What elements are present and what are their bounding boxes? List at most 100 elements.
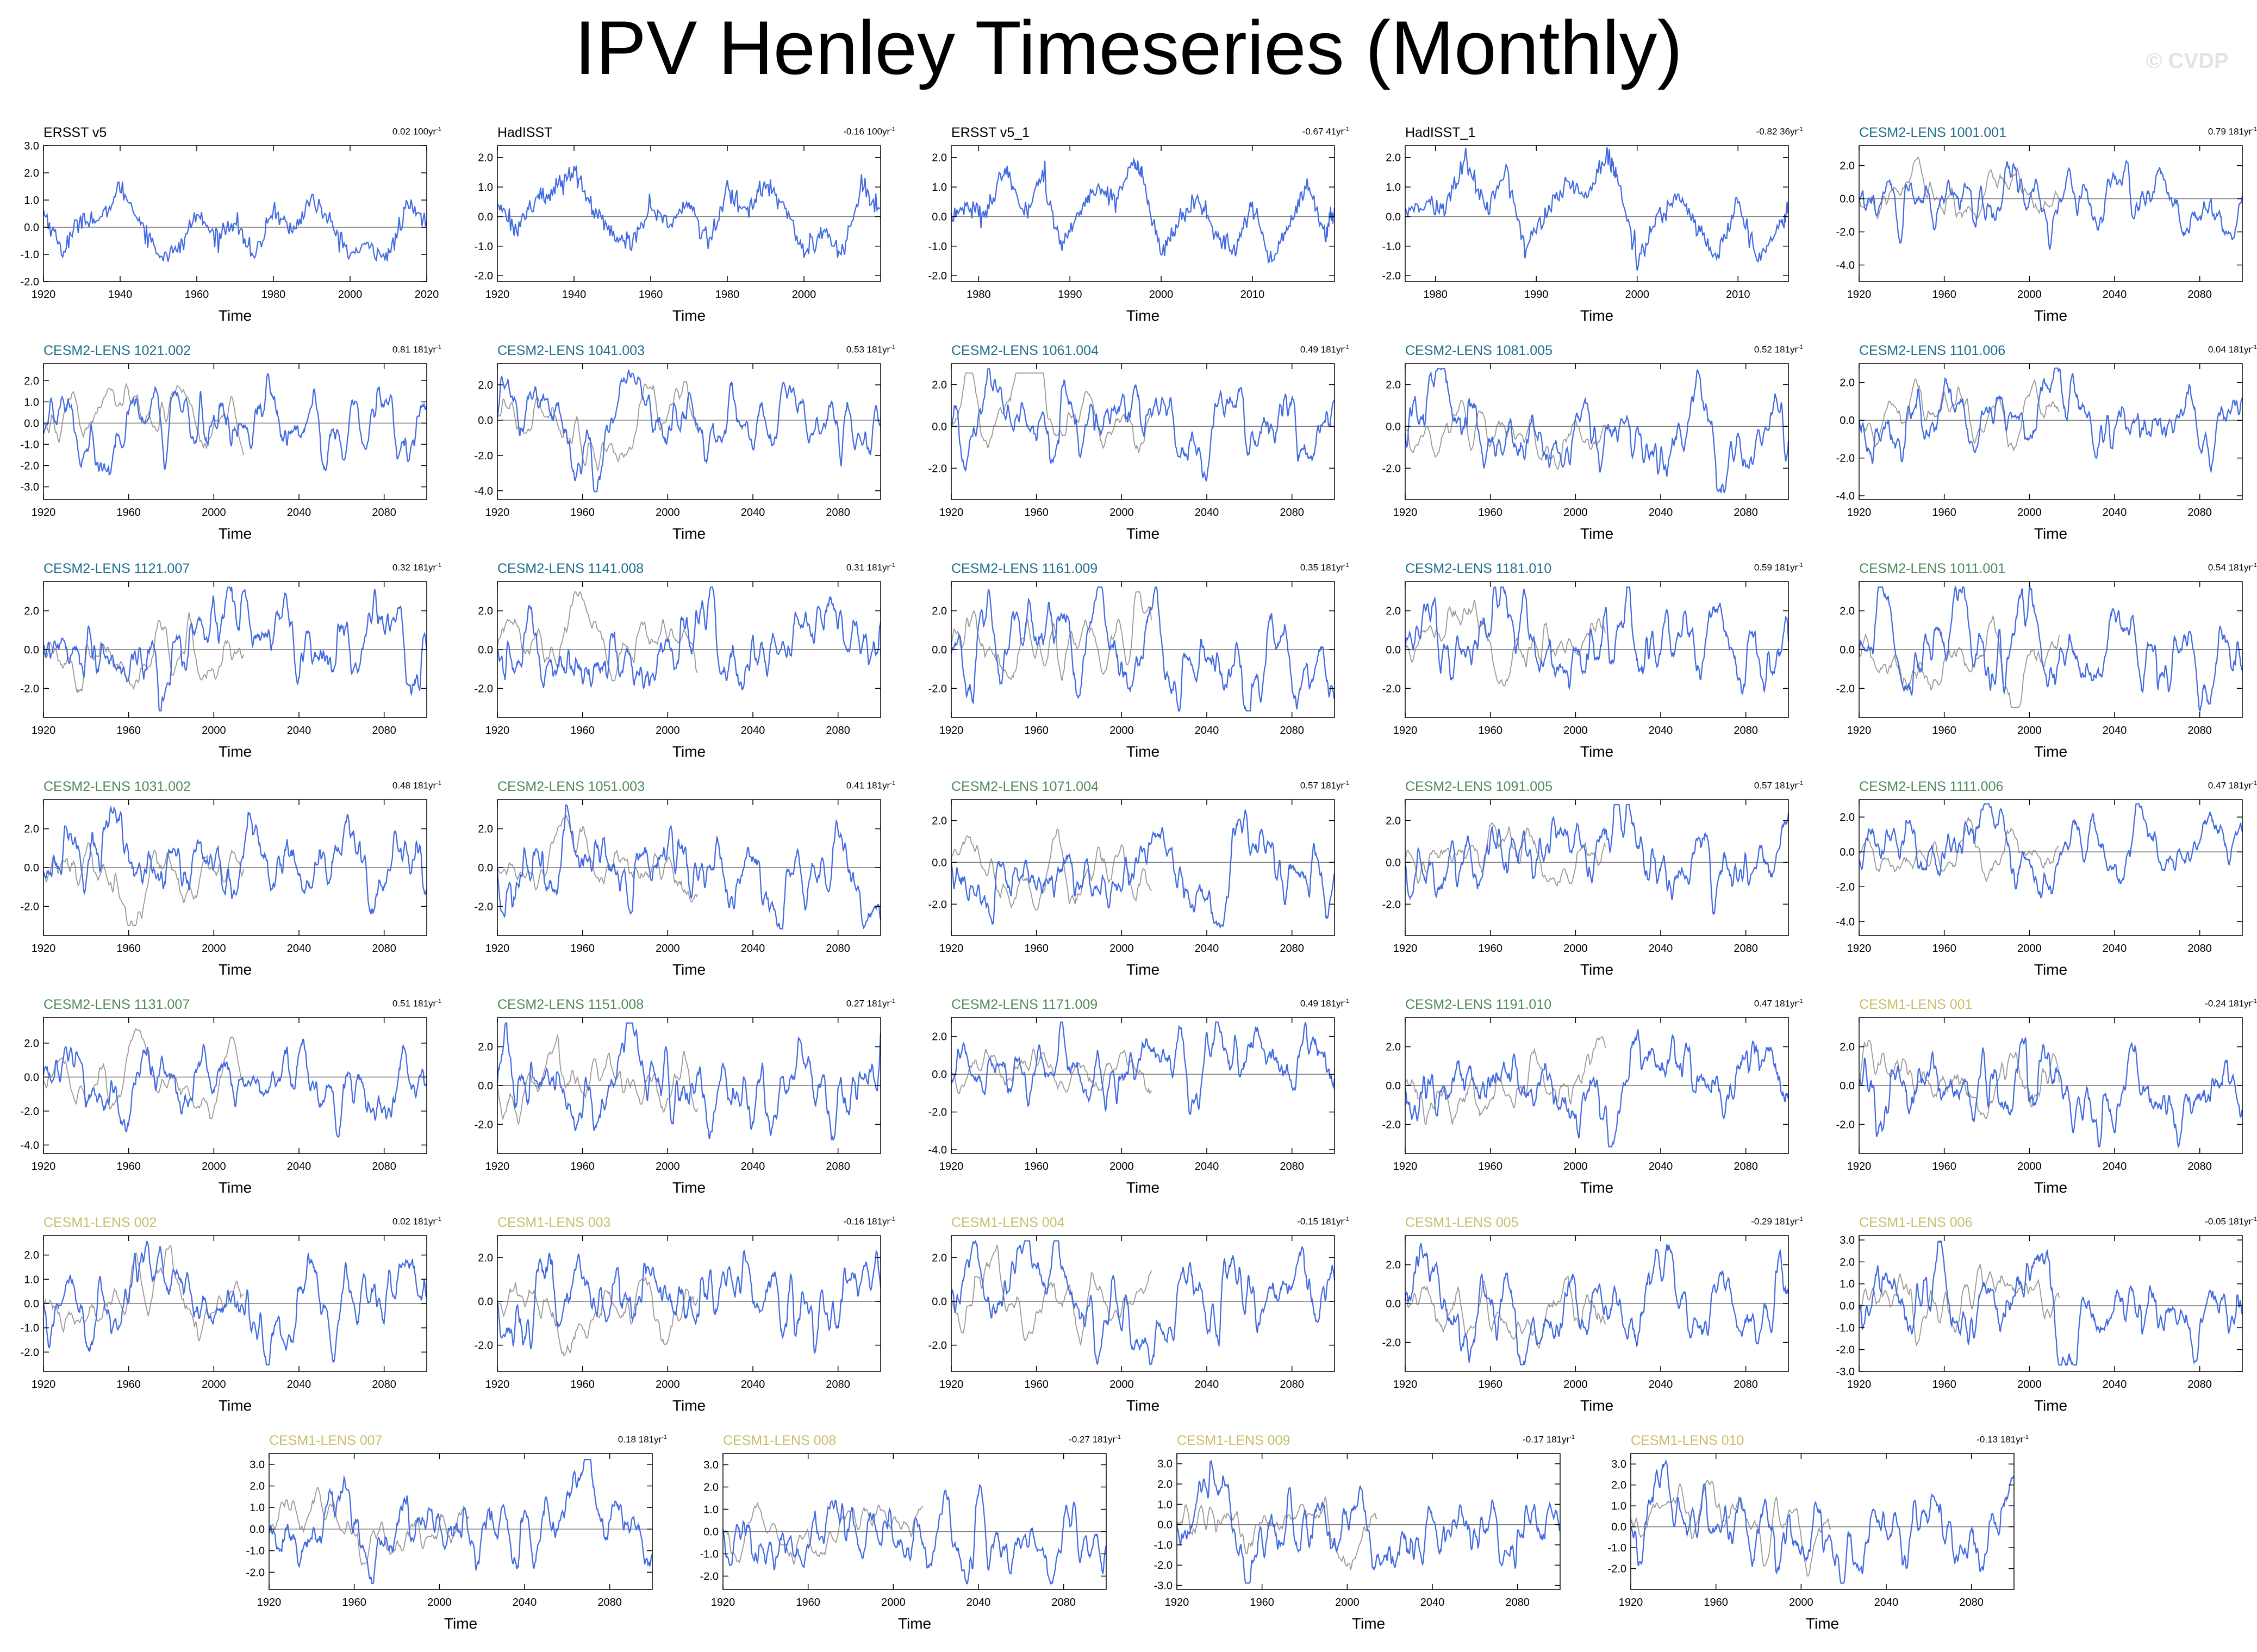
ensemble-spread-line <box>1859 378 2060 452</box>
x-axis-label: Time <box>219 961 252 978</box>
timeseries-plot: 3.0 2.0 1.0 0.0 -1.0 -2.0 1920 1960 2000 2040 2080… <box>1608 1453 2015 1632</box>
y-tick-label: 3.0 <box>1157 1458 1173 1470</box>
y-tick-label: 0.0 <box>24 644 39 656</box>
panel-title: CESM1-LENS 009 <box>1177 1433 1290 1448</box>
ensemble-spread-line <box>1405 400 1606 471</box>
x-tick-label: 1960 <box>1024 507 1049 519</box>
plot-frame <box>1176 1453 1561 1590</box>
x-tick-label: 2040 <box>287 507 311 519</box>
x-tick-label: 2080 <box>826 725 850 737</box>
y-tick-label: 0.0 <box>250 1524 265 1536</box>
timeseries-plot: 2.0 1.0 0.0 -1.0 -2.0 -3.0 1920 1960 2000 2040 208… <box>21 363 428 542</box>
trend-label: 0.53 181yr-1 <box>846 344 895 355</box>
x-tick-label: 2000 <box>1109 943 1133 955</box>
panel-title: CESM2-LENS 1141.008 <box>497 561 644 576</box>
x-axis-label: Time <box>2034 1179 2067 1196</box>
y-tick-label: 2.0 <box>478 152 493 164</box>
panel-title: CESM1-LENS 001 <box>1859 997 1973 1012</box>
x-tick-label: 1960 <box>639 289 663 301</box>
y-tick-label: -1.0 <box>1608 1542 1626 1554</box>
x-tick-label: 2020 <box>415 289 439 301</box>
trend-label: 0.47 181yr-1 <box>2208 780 2257 791</box>
x-tick-label: 2040 <box>2103 1161 2127 1173</box>
x-tick-label: 1920 <box>939 725 964 737</box>
panel-2: HadISST -0.16 100yr-1 2.0 1.0 0.0 -1.0 -2.0 192… <box>454 120 905 337</box>
series-line <box>950 157 1336 264</box>
x-tick-label: 1960 <box>185 289 209 301</box>
x-axis-label: Time <box>672 307 706 324</box>
x-axis-label: Time <box>1126 743 1159 760</box>
y-tick-label: 2.0 <box>1840 1042 1855 1053</box>
x-tick-label: 1960 <box>342 1597 366 1609</box>
x-tick-label: 2040 <box>2103 725 2127 737</box>
y-tick-label: 2.0 <box>1840 1256 1855 1268</box>
x-tick-label: 1960 <box>116 943 141 955</box>
trend-label: -0.29 181yr-1 <box>1751 1216 1803 1227</box>
x-tick-label: 1960 <box>1478 943 1502 955</box>
plot-frame <box>1859 799 2243 936</box>
panel-12: CESM2-LENS 1141.008 0.31 181yr-1 2.0 0.0 -2.… <box>454 556 905 773</box>
trend-label: 0.54 181yr-1 <box>2208 562 2257 573</box>
x-tick-label: 2040 <box>1195 943 1219 955</box>
ensemble-spread-line <box>1630 1480 1831 1577</box>
timeseries-plot: 2.0 0.0 -2.0 1920 1960 2000 2040 2080 Time <box>1836 1017 2243 1196</box>
ensemble-spread-line <box>1405 822 1606 887</box>
y-tick-label: -2.0 <box>475 270 493 282</box>
x-tick-label: 1960 <box>1932 289 1956 301</box>
x-tick-label: 2080 <box>2187 725 2212 737</box>
ensemble-spread-line <box>43 612 245 693</box>
x-tick-label: 2040 <box>2103 943 2127 955</box>
x-tick-label: 2040 <box>1874 1597 1899 1609</box>
x-tick-label: 2000 <box>427 1597 452 1609</box>
panel-title: CESM2-LENS 1101.006 <box>1859 343 2006 358</box>
x-tick-label: 2000 <box>338 289 363 301</box>
timeseries-plot: 2.0 0.0 -2.0 1920 1960 2000 2040 2080 Time <box>928 1235 1336 1414</box>
panel-title: CESM1-LENS 003 <box>497 1215 611 1230</box>
y-tick-label: 3.0 <box>24 140 39 152</box>
ensemble-spread-line <box>1405 1036 1606 1125</box>
series-line <box>950 1021 1336 1115</box>
x-tick-label: 2080 <box>597 1597 622 1609</box>
panel-15: CESM2-LENS 1011.001 0.54 181yr-1 2.0 0.0 -2.… <box>1816 556 2257 773</box>
x-tick-label: 2080 <box>1734 507 1758 519</box>
x-axis-label: Time <box>1126 1179 1159 1196</box>
ensemble-spread-line <box>497 381 699 472</box>
x-axis-label: Time <box>1580 307 1613 324</box>
y-tick-label: 0.0 <box>1386 1080 1401 1092</box>
y-tick-label: -1.0 <box>1836 1322 1855 1334</box>
plot-frame <box>951 1235 1335 1372</box>
timeseries-plot: 2.0 1.0 0.0 -1.0 -2.0 1920 1960 2000 2040 2080 Tim… <box>21 1235 428 1414</box>
x-axis-label: Time <box>219 1397 252 1414</box>
panel-title: CESM2-LENS 1091.005 <box>1405 779 1553 794</box>
x-tick-label: 1920 <box>939 1379 964 1391</box>
y-tick-label: 0.0 <box>1840 194 1855 205</box>
series-line <box>496 804 882 930</box>
x-tick-label: 2040 <box>1649 943 1673 955</box>
x-tick-label: 2000 <box>656 1379 680 1391</box>
y-tick-label: -2.0 <box>928 683 947 695</box>
x-tick-label: 2080 <box>2187 507 2212 519</box>
x-tick-label: 2080 <box>2187 289 2212 301</box>
x-tick-label: 2000 <box>2017 725 2042 737</box>
trend-label: 0.18 181yr-1 <box>618 1434 667 1445</box>
y-tick-label: 0.0 <box>478 862 493 874</box>
ensemble-spread-line <box>951 828 1152 911</box>
y-tick-label: 0.0 <box>703 1526 719 1538</box>
panel-title: CESM2-LENS 1021.002 <box>43 343 191 358</box>
y-tick-label: 0.0 <box>932 644 947 656</box>
trend-label: 0.48 181yr-1 <box>392 780 441 791</box>
ensemble-spread-line <box>951 591 1152 681</box>
plot-frame <box>951 145 1335 282</box>
y-tick-label: 2.0 <box>24 824 39 836</box>
x-tick-label: 1960 <box>1932 725 1956 737</box>
x-tick-label: 1960 <box>1704 1597 1728 1609</box>
y-tick-label: -1.0 <box>1382 241 1401 253</box>
panel-title: ERSST v5 <box>43 125 107 140</box>
x-axis-label: Time <box>1580 743 1613 760</box>
x-tick-label: 1920 <box>32 289 56 301</box>
y-tick-label: 0.0 <box>24 417 39 429</box>
y-tick-label: -1.0 <box>21 1323 39 1335</box>
series-line <box>42 805 428 915</box>
timeseries-plot: 2.0 0.0 -2.0 1920 1960 2000 2040 2080 Time <box>1382 581 1790 760</box>
y-tick-label: -2.0 <box>928 270 947 282</box>
